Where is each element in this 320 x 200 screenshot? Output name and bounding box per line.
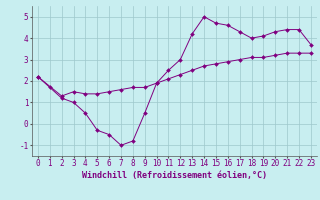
X-axis label: Windchill (Refroidissement éolien,°C): Windchill (Refroidissement éolien,°C) xyxy=(82,171,267,180)
